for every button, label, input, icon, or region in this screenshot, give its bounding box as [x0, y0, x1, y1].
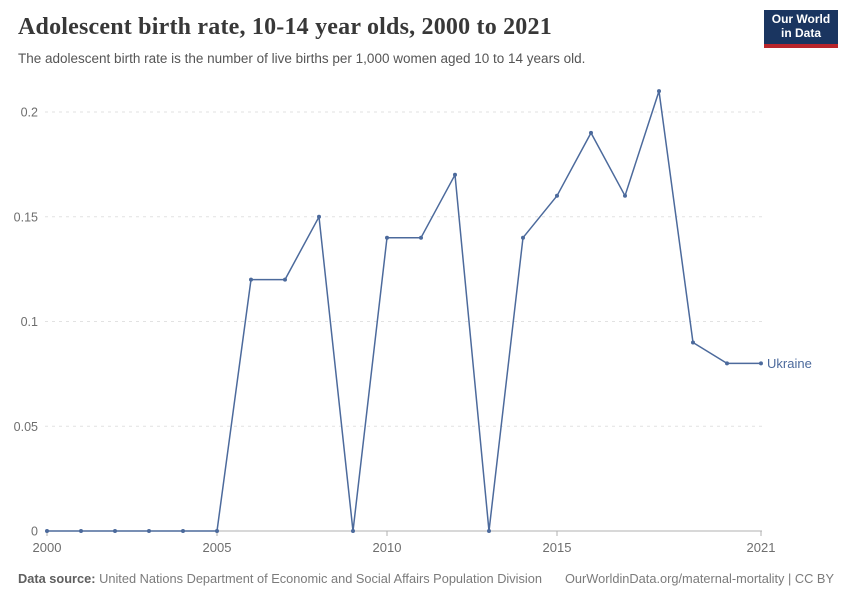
data-point[interactable]: [181, 529, 185, 533]
data-point[interactable]: [453, 172, 457, 177]
data-point[interactable]: [521, 235, 525, 240]
chart-subtitle: The adolescent birth rate is the number …: [18, 50, 586, 66]
data-source-label: Data source:: [18, 571, 96, 586]
data-point[interactable]: [555, 193, 559, 198]
data-point[interactable]: [691, 340, 695, 345]
data-point[interactable]: [419, 235, 423, 240]
data-source: Data source: United Nations Department o…: [18, 571, 542, 586]
chart-footer: Data source: United Nations Department o…: [18, 571, 834, 586]
data-point[interactable]: [283, 277, 287, 282]
x-tick-label: 2000: [33, 540, 62, 555]
series-end-label[interactable]: Ukraine: [767, 356, 812, 371]
chart-header: Adolescent birth rate, 10-14 year olds, …: [18, 14, 832, 67]
x-tick-label: 2015: [543, 540, 572, 555]
data-point[interactable]: [657, 89, 661, 94]
data-point[interactable]: [487, 529, 491, 533]
x-tick-label: 2010: [373, 540, 402, 555]
y-tick-label: 0.05: [14, 420, 38, 434]
data-point[interactable]: [317, 214, 321, 219]
y-tick-label: 0.2: [21, 106, 38, 120]
x-tick-label: 2021: [747, 540, 776, 555]
data-point[interactable]: [249, 277, 253, 282]
x-tick-label: 2005: [203, 540, 232, 555]
data-point[interactable]: [725, 361, 729, 366]
data-point[interactable]: [113, 529, 117, 533]
data-point[interactable]: [79, 529, 83, 533]
data-point[interactable]: [385, 235, 389, 240]
data-point[interactable]: [215, 529, 219, 533]
owid-logo[interactable]: Our World in Data: [764, 10, 838, 48]
data-point[interactable]: [45, 529, 49, 533]
data-point[interactable]: [759, 361, 763, 366]
series-line-ukraine: [47, 90, 761, 532]
data-source-text: United Nations Department of Economic an…: [95, 571, 542, 586]
y-tick-label: 0: [31, 525, 38, 539]
y-tick-label: 0.1: [21, 315, 38, 329]
owid-logo-line1: Our World: [771, 12, 831, 27]
data-point[interactable]: [589, 130, 593, 135]
data-point[interactable]: [351, 529, 355, 533]
chart-title: Adolescent birth rate, 10-14 year olds, …: [18, 14, 552, 40]
footer-citation-link[interactable]: OurWorldinData.org/maternal-mortality | …: [564, 571, 834, 586]
data-point[interactable]: [623, 193, 627, 198]
owid-logo-line2: in Data: [780, 26, 821, 40]
y-tick-label: 0.15: [14, 210, 38, 224]
data-point[interactable]: [147, 529, 151, 533]
